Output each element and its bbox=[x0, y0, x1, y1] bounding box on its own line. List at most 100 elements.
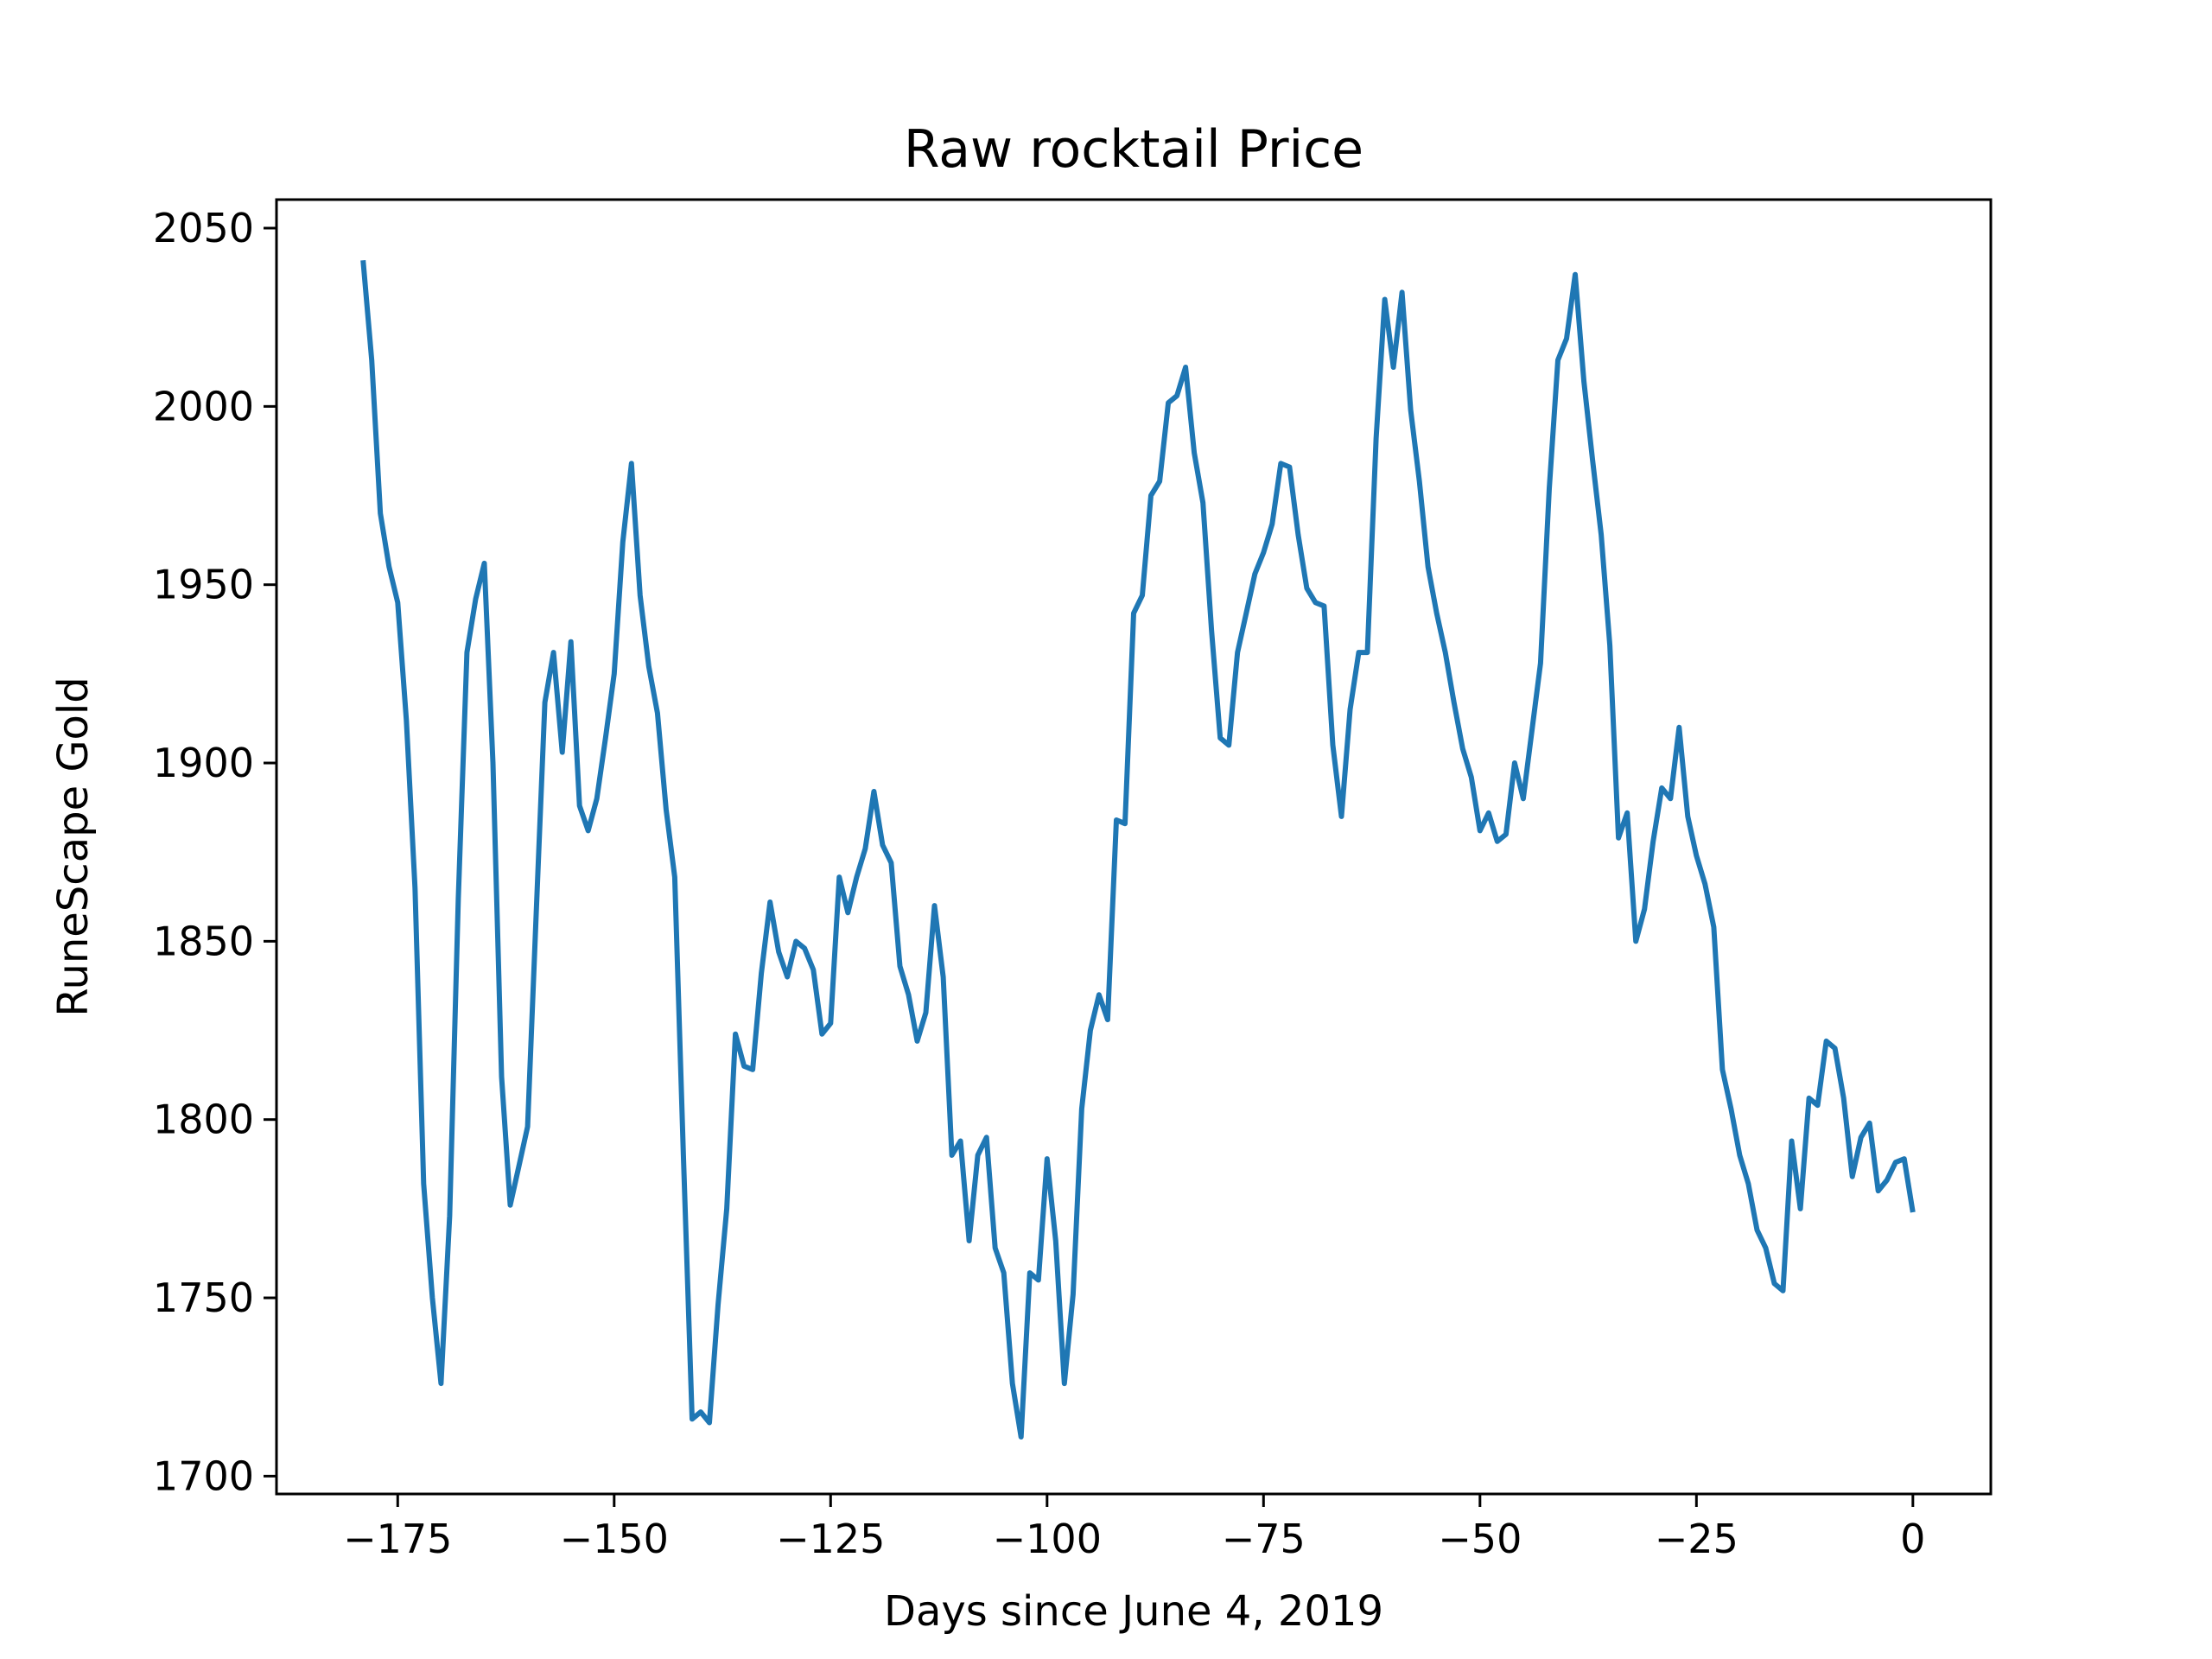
data-point bbox=[1687, 816, 1688, 817]
data-point bbox=[1262, 552, 1264, 554]
data-point bbox=[1367, 652, 1369, 653]
data-point bbox=[683, 1154, 684, 1156]
data-point bbox=[899, 965, 901, 967]
data-point bbox=[1479, 830, 1481, 831]
data-point bbox=[371, 359, 372, 361]
data-point bbox=[1600, 534, 1602, 536]
y-tick-label: 1750 bbox=[153, 1274, 254, 1321]
data-point bbox=[1393, 366, 1395, 368]
data-point bbox=[1462, 748, 1464, 750]
series-line bbox=[360, 259, 1916, 1440]
data-point bbox=[1098, 994, 1100, 995]
data-point bbox=[1471, 777, 1472, 779]
data-point bbox=[709, 1422, 710, 1424]
data-point bbox=[1695, 855, 1697, 856]
x-tick-label: −25 bbox=[1655, 1516, 1738, 1562]
data-point bbox=[362, 259, 364, 261]
data-point bbox=[579, 805, 581, 807]
data-point bbox=[1895, 1161, 1897, 1163]
data-point bbox=[855, 876, 857, 878]
data-point bbox=[1635, 940, 1637, 942]
data-point bbox=[917, 1040, 918, 1042]
data-point bbox=[1358, 652, 1360, 653]
data-point bbox=[1193, 452, 1195, 454]
data-point bbox=[1774, 1283, 1776, 1285]
data-point bbox=[1826, 1040, 1827, 1042]
data-point bbox=[423, 1183, 424, 1185]
data-point bbox=[1488, 812, 1490, 814]
data-point bbox=[1107, 1019, 1109, 1020]
data-point bbox=[1834, 1047, 1836, 1049]
x-tick-label: −100 bbox=[993, 1516, 1102, 1562]
data-point bbox=[648, 666, 650, 668]
data-point bbox=[1505, 834, 1507, 836]
data-point bbox=[518, 1165, 520, 1166]
data-point bbox=[804, 948, 805, 950]
data-point bbox=[1626, 812, 1628, 814]
x-tick-label: −75 bbox=[1222, 1516, 1306, 1562]
data-point bbox=[1314, 601, 1316, 603]
data-point bbox=[1860, 1136, 1862, 1138]
data-point bbox=[1003, 1272, 1005, 1274]
data-point bbox=[1419, 480, 1421, 482]
data-point bbox=[873, 791, 874, 792]
data-point bbox=[397, 601, 398, 603]
x-tick-label: −175 bbox=[343, 1516, 452, 1562]
y-tick-label: 1800 bbox=[153, 1096, 254, 1143]
data-point bbox=[553, 652, 555, 653]
y-tick-label: 1950 bbox=[153, 562, 254, 608]
data-point bbox=[1133, 613, 1135, 614]
data-point bbox=[1445, 652, 1446, 653]
data-point bbox=[734, 1033, 736, 1035]
data-point bbox=[1012, 1382, 1014, 1384]
data-point bbox=[466, 652, 467, 653]
data-point bbox=[1765, 1247, 1767, 1249]
data-point bbox=[951, 1154, 953, 1156]
y-tick-label: 1850 bbox=[153, 918, 254, 964]
data-point bbox=[484, 563, 486, 564]
data-point bbox=[786, 976, 788, 978]
data-point bbox=[1574, 274, 1576, 276]
data-point bbox=[1557, 359, 1559, 361]
data-point bbox=[847, 912, 849, 913]
data-point bbox=[830, 1022, 831, 1024]
data-point bbox=[1341, 816, 1343, 817]
plot-frame bbox=[275, 198, 1993, 1496]
data-point bbox=[1522, 798, 1524, 799]
data-point bbox=[1808, 1097, 1810, 1099]
data-point bbox=[726, 1208, 728, 1210]
data-point bbox=[1271, 524, 1273, 525]
data-point bbox=[943, 976, 944, 978]
data-point bbox=[969, 1240, 970, 1242]
data-point bbox=[743, 1065, 745, 1067]
data-point bbox=[864, 848, 866, 849]
data-point bbox=[631, 462, 632, 464]
x-tick-label: −125 bbox=[776, 1516, 885, 1562]
data-point bbox=[1800, 1208, 1802, 1210]
data-point bbox=[1323, 605, 1325, 607]
data-point bbox=[1046, 1158, 1048, 1160]
data-point bbox=[1236, 652, 1238, 653]
data-point bbox=[1583, 381, 1585, 383]
data-point bbox=[544, 702, 546, 703]
data-point bbox=[1297, 534, 1299, 536]
data-point bbox=[1878, 1190, 1879, 1192]
data-point bbox=[596, 798, 598, 799]
data-point bbox=[1245, 613, 1247, 614]
data-point bbox=[1072, 1294, 1074, 1295]
data-point bbox=[1081, 1108, 1083, 1109]
data-point bbox=[1185, 366, 1186, 368]
data-point bbox=[1721, 1069, 1723, 1071]
data-point bbox=[934, 905, 936, 906]
data-point bbox=[986, 1136, 988, 1138]
data-point bbox=[388, 566, 390, 568]
data-point bbox=[1453, 702, 1455, 703]
y-tick-label: 1900 bbox=[153, 740, 254, 786]
data-point bbox=[405, 720, 407, 721]
x-tick-label: 0 bbox=[1900, 1516, 1925, 1562]
data-point bbox=[536, 912, 537, 913]
data-point bbox=[1228, 744, 1230, 746]
y-tick-label: 2050 bbox=[153, 205, 254, 251]
data-point bbox=[1090, 1030, 1091, 1032]
y-tick-label: 2000 bbox=[153, 383, 254, 429]
